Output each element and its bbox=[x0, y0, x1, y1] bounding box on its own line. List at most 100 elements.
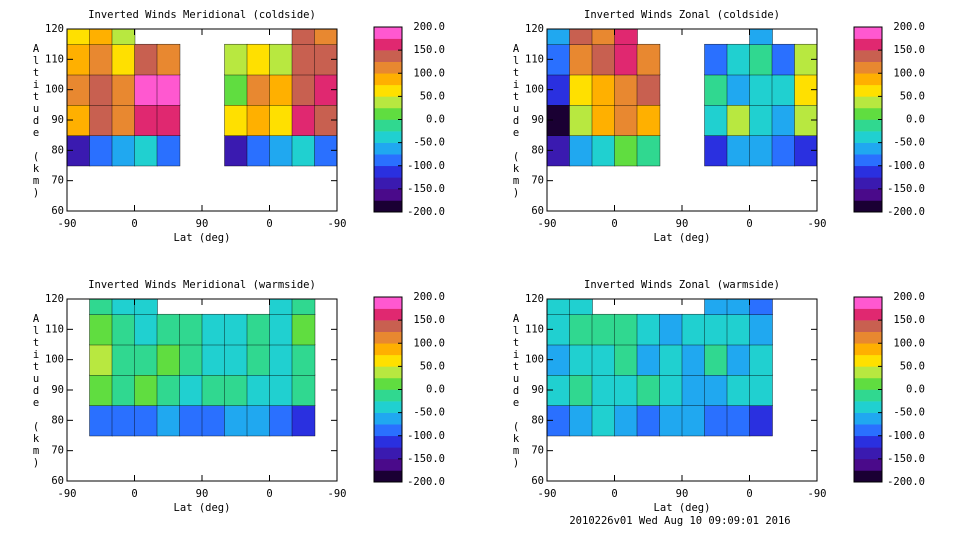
colorbar-segment bbox=[854, 200, 882, 213]
contour-cell bbox=[179, 374, 203, 406]
colorbar-segment bbox=[854, 331, 882, 344]
contour-cell bbox=[704, 104, 728, 136]
y-tick-label: 90 bbox=[51, 384, 64, 396]
colorbar-segment bbox=[854, 470, 882, 483]
contour-cell bbox=[224, 344, 248, 376]
contour-cell bbox=[794, 43, 817, 76]
colorbar-segment bbox=[374, 73, 402, 86]
contour-cell bbox=[111, 134, 136, 167]
contour-cell bbox=[246, 404, 271, 437]
colorbar-label: 0.0 bbox=[426, 384, 445, 396]
colorbar-label: -150.0 bbox=[887, 453, 925, 465]
contour-cell bbox=[704, 344, 728, 376]
colorbar-label: -50.0 bbox=[893, 137, 925, 149]
contour-cell bbox=[636, 74, 661, 106]
contour-cell bbox=[246, 134, 271, 167]
y-tick-label: 60 bbox=[531, 475, 544, 487]
contour-cell bbox=[681, 374, 706, 406]
contour-cell bbox=[614, 43, 638, 76]
colorbar-segment bbox=[854, 343, 882, 356]
colorbar-label: -200.0 bbox=[407, 206, 445, 218]
colorbar-label: 100.0 bbox=[413, 337, 445, 349]
colorbar-label: -150.0 bbox=[887, 183, 925, 195]
contour-cell bbox=[704, 313, 728, 346]
y-tick-label: 80 bbox=[51, 414, 64, 426]
contour-cell bbox=[291, 404, 316, 437]
contour-cell bbox=[89, 374, 113, 406]
contour-cell bbox=[224, 74, 248, 106]
contour-cell bbox=[89, 404, 113, 437]
colorbar-segment bbox=[854, 154, 882, 167]
contour-cell bbox=[156, 134, 181, 167]
colorbar-segment bbox=[854, 424, 882, 437]
contour-cell bbox=[591, 374, 616, 406]
contour-cell bbox=[291, 134, 316, 167]
y-tick-label: 120 bbox=[525, 23, 544, 35]
contour-cell bbox=[614, 104, 638, 136]
contour-cell bbox=[636, 404, 661, 437]
contour-cell bbox=[224, 404, 248, 437]
x-axis-label: Lat (deg) bbox=[174, 232, 231, 244]
contour-cell bbox=[134, 313, 158, 346]
contour-cell bbox=[269, 313, 293, 346]
contour-cell bbox=[591, 43, 616, 76]
contour-cell bbox=[704, 43, 728, 76]
colorbar-segment bbox=[854, 366, 882, 379]
contour-cell bbox=[614, 374, 638, 406]
contour-cell bbox=[569, 374, 593, 406]
contour-cell bbox=[636, 344, 661, 376]
panel: Inverted Winds Zonal (coldside) -90 0 90 0 -9… bbox=[510, 9, 925, 244]
x-tick-label: 90 bbox=[196, 488, 209, 500]
contour-cell bbox=[704, 374, 728, 406]
y-tick-label: 70 bbox=[51, 445, 64, 457]
y-axis-label: Altitude (km) bbox=[30, 313, 42, 469]
y-tick-label: 70 bbox=[51, 175, 64, 187]
contour-cell bbox=[726, 374, 751, 406]
contour-cell bbox=[681, 313, 706, 346]
colorbar-label: -100.0 bbox=[407, 430, 445, 442]
x-tick-label: 0 bbox=[131, 488, 137, 500]
contour-cell bbox=[269, 404, 293, 437]
contour-cell bbox=[614, 404, 638, 437]
colorbar-label: 150.0 bbox=[413, 314, 445, 326]
contour-cell bbox=[636, 104, 661, 136]
contour-cell bbox=[591, 313, 616, 346]
contour-cell bbox=[201, 313, 226, 346]
contour-cell bbox=[134, 344, 158, 376]
y-tick-label: 110 bbox=[525, 53, 544, 65]
contour-cell bbox=[659, 344, 683, 376]
contour-cell bbox=[134, 43, 158, 76]
y-tick-label: 110 bbox=[45, 323, 64, 335]
colorbar-segment bbox=[374, 142, 402, 155]
y-tick-label: 100 bbox=[525, 354, 544, 366]
colorbar-segment bbox=[374, 354, 402, 367]
contour-cell bbox=[111, 104, 136, 136]
contour-cell bbox=[614, 313, 638, 346]
contour-cell bbox=[704, 134, 728, 167]
contour-cell bbox=[771, 74, 796, 106]
contour-cell bbox=[591, 74, 616, 106]
x-tick-label: -90 bbox=[58, 488, 77, 500]
colorbar-segment bbox=[374, 470, 402, 483]
y-tick-label: 100 bbox=[45, 84, 64, 96]
colorbar-segment bbox=[374, 131, 402, 143]
contour-cell bbox=[749, 404, 773, 437]
colorbar-label: 150.0 bbox=[893, 314, 925, 326]
colorbar-segment bbox=[374, 154, 402, 167]
x-tick-label: -90 bbox=[328, 218, 347, 230]
colorbar-segment bbox=[374, 165, 402, 178]
contour-cell bbox=[224, 104, 248, 136]
colorbar-label: 200.0 bbox=[893, 21, 925, 33]
contour-cell bbox=[269, 134, 293, 167]
contour-cell bbox=[269, 374, 293, 406]
x-tick-label: 0 bbox=[266, 218, 272, 230]
colorbar-segment bbox=[854, 50, 882, 62]
colorbar-segment bbox=[854, 412, 882, 425]
x-tick-label: 0 bbox=[131, 218, 137, 230]
colorbar-segment bbox=[374, 38, 402, 51]
colorbar-segment bbox=[374, 447, 402, 460]
contour-cell bbox=[156, 43, 181, 76]
x-tick-label: 0 bbox=[746, 218, 752, 230]
y-tick-label: 100 bbox=[525, 84, 544, 96]
x-tick-label: -90 bbox=[538, 488, 557, 500]
